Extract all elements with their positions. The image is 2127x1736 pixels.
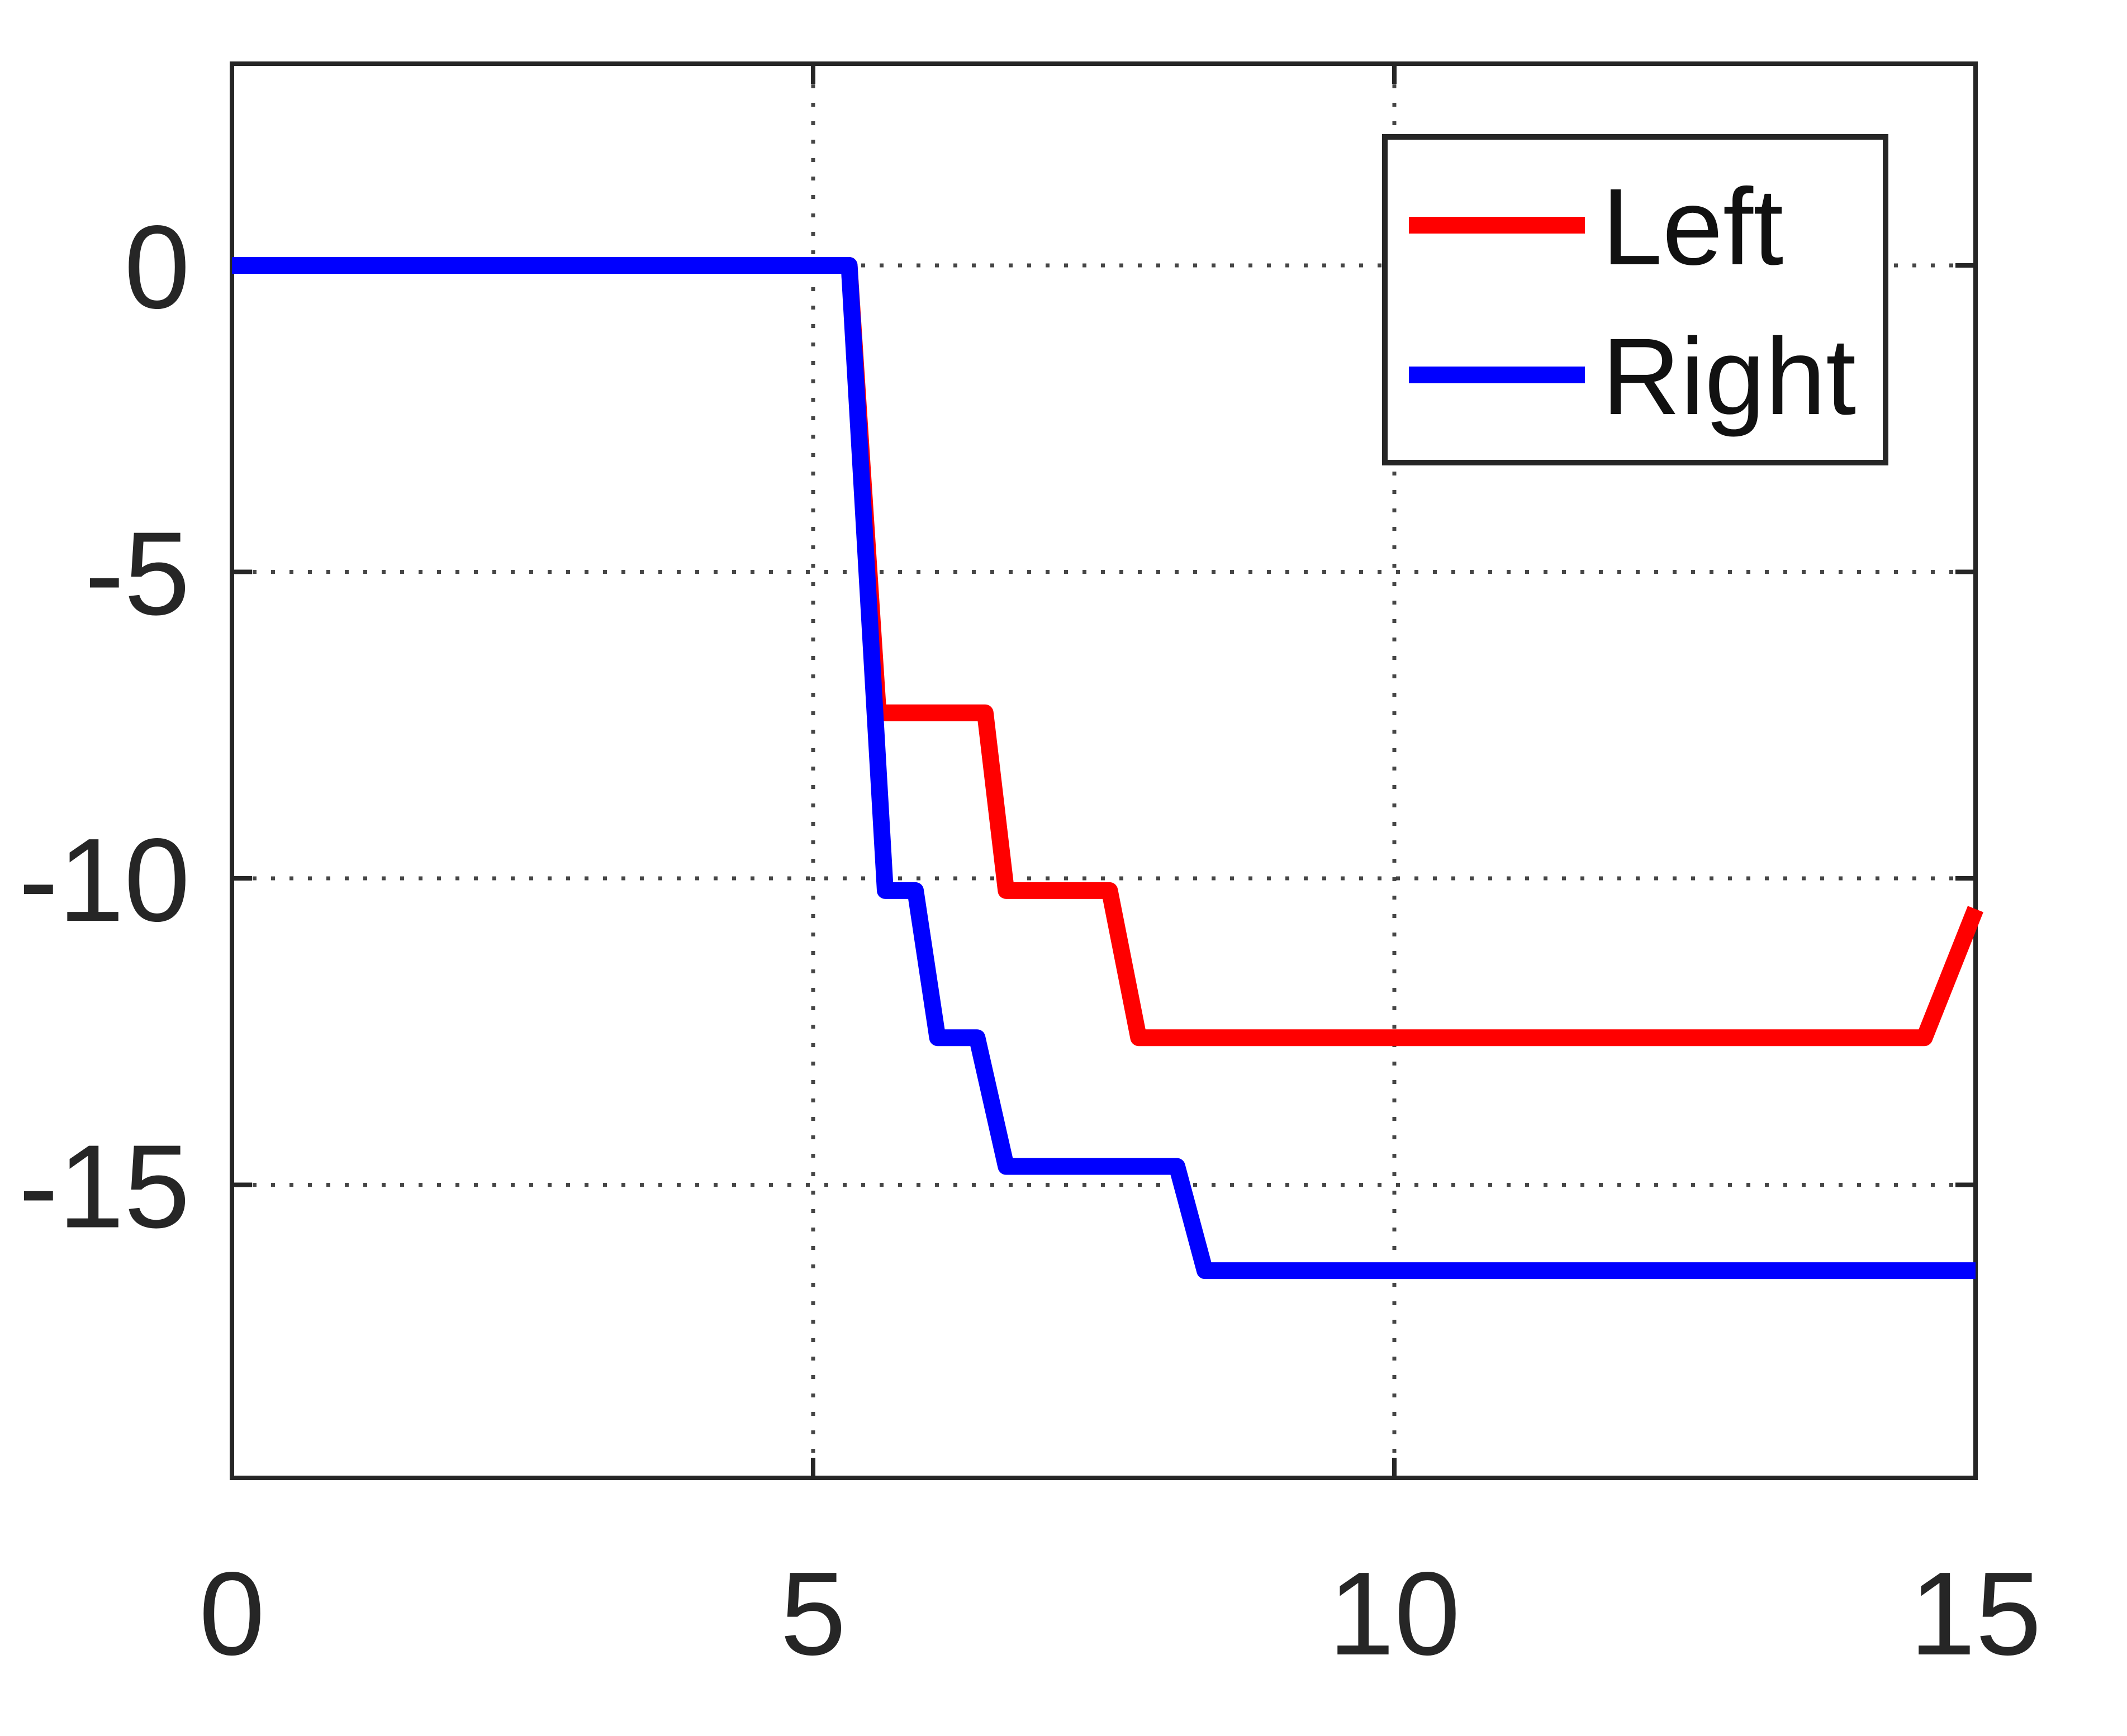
tick-label-x-10: 10: [1328, 1547, 1460, 1680]
tick-label-x-0: 0: [199, 1547, 265, 1680]
series-line-right: [232, 257, 1976, 1280]
label-layer: 0 5 10 15 0 -5 -10 -15: [19, 201, 2041, 1680]
legend: Left Right: [1382, 134, 1888, 465]
legend-label-left: Left: [1602, 166, 1783, 288]
tick-label-y--15: -15: [19, 1120, 190, 1253]
tick-label-x-15: 15: [1910, 1547, 2041, 1680]
series-layer: [232, 257, 1983, 1280]
tick-label-y--5: -5: [84, 507, 190, 640]
tick-label-x-5: 5: [780, 1547, 846, 1680]
legend-box: [1382, 134, 1888, 465]
grid-layer: [234, 66, 1973, 1476]
legend-label-right: Right: [1602, 316, 1856, 437]
plot-border: [230, 61, 1978, 1480]
tick-label-y--10: -10: [19, 814, 190, 946]
tick-label-y-0: 0: [124, 201, 190, 333]
